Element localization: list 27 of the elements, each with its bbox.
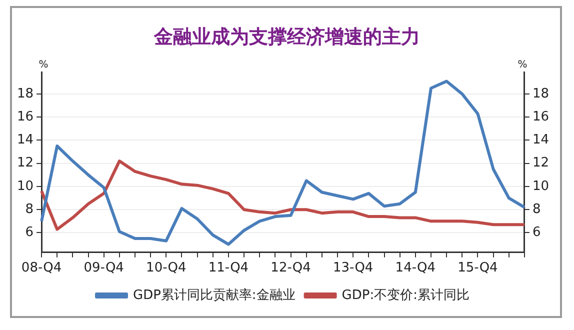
- y2-tick-label: 10: [532, 178, 550, 194]
- chart-title: 金融业成为支撑经济增速的主力: [152, 25, 421, 50]
- x-tick-label: 15-Q4: [458, 260, 498, 276]
- y-tick-label: 8: [25, 202, 34, 217]
- y2-tick-label: 8: [532, 202, 541, 217]
- x-tick-label: 13-Q4: [332, 260, 374, 276]
- y-tick-label: 18: [16, 86, 34, 102]
- y2-tick-label: 14: [532, 132, 550, 148]
- y2-tick-label: 12: [532, 156, 550, 171]
- y-tick-label: 14: [16, 132, 34, 148]
- y-tick-label: 6: [25, 225, 34, 240]
- y2-tick-label: 18: [532, 86, 550, 102]
- y-axis-title: %: [38, 60, 48, 71]
- y-tick-label: 16: [16, 109, 34, 124]
- y-tick-label: 12: [16, 156, 34, 171]
- x-tick-label: 08-Q4: [21, 260, 62, 276]
- x-tick-label: 12-Q4: [270, 260, 311, 276]
- x-tick-label: 10-Q4: [146, 260, 186, 276]
- x-tick-label: 14-Q4: [395, 260, 436, 276]
- x-tick-label: 09-Q4: [84, 260, 124, 276]
- legend-label: GDP:不变价:累计同比: [342, 288, 470, 303]
- legend-label: GDP累计同比贡献率:金融业: [133, 286, 296, 303]
- y-tick-label: 10: [16, 178, 34, 194]
- y2-tick-label: 16: [532, 109, 550, 124]
- y2-axis-title: %: [518, 60, 528, 71]
- x-tick-label: 11-Q4: [208, 260, 249, 276]
- y2-tick-label: 6: [532, 225, 541, 240]
